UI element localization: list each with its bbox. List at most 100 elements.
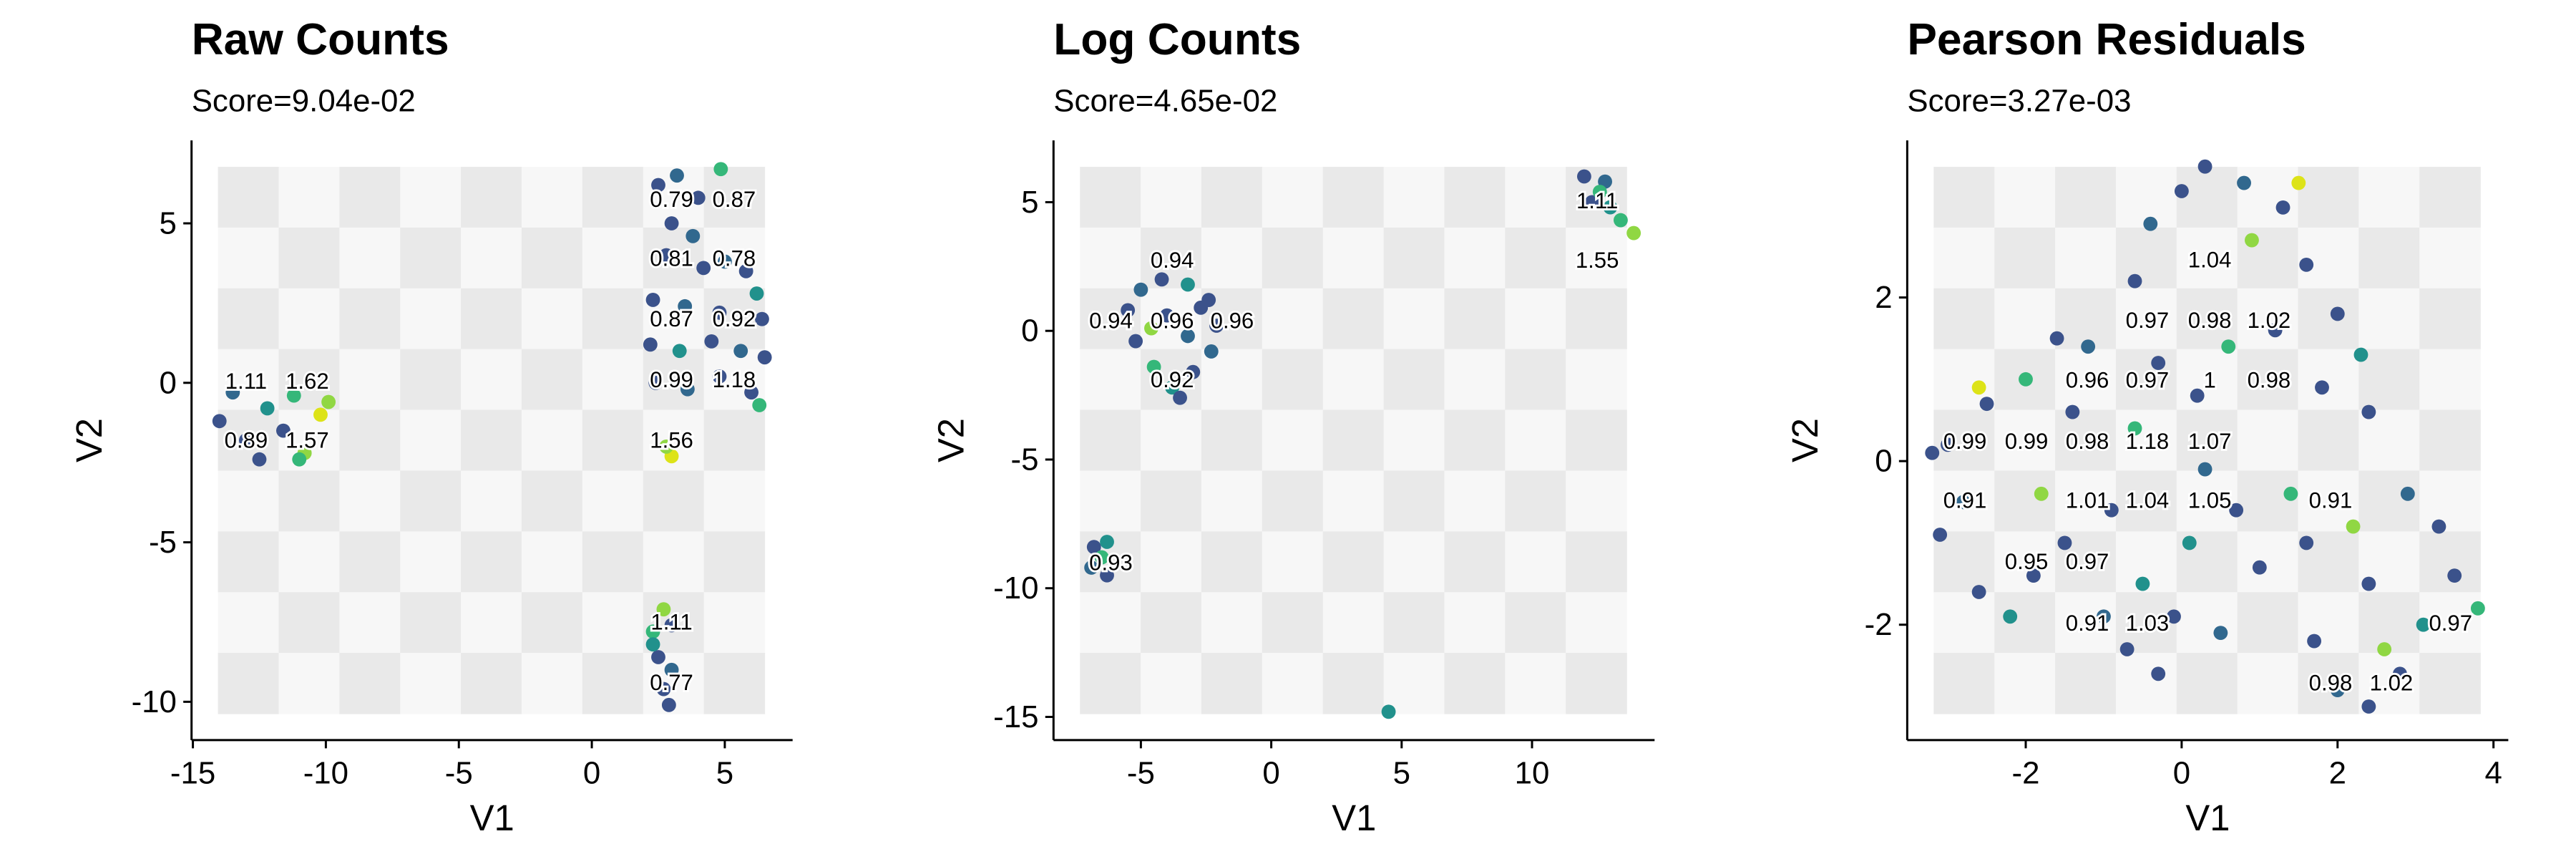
point — [1094, 550, 1109, 565]
cell-annotation: 1.11 — [1576, 188, 1618, 213]
point — [645, 293, 660, 307]
checker-cell — [461, 349, 522, 411]
point — [1181, 329, 1195, 344]
checker-cell — [2298, 409, 2360, 472]
checker-cell — [1994, 592, 2056, 654]
point — [2197, 159, 2212, 174]
point — [2307, 634, 2322, 649]
checker-cell — [1994, 653, 2056, 714]
cell-annotation: 1.02 — [2248, 308, 2291, 333]
checker-cell — [1080, 592, 1141, 654]
x-tick-label: 10 — [1515, 756, 1550, 791]
checker-cell — [339, 167, 401, 228]
y-axis-title: V2 — [69, 418, 109, 462]
checker-cell — [1201, 592, 1263, 654]
x-tick-label: 0 — [2173, 756, 2190, 791]
point — [672, 344, 687, 359]
checker-cell — [2055, 409, 2117, 472]
checker-cell — [2237, 349, 2299, 411]
x-axis-title: V1 — [2185, 797, 2230, 838]
cell-annotation: 0.87 — [650, 306, 693, 331]
checker-cell — [2237, 653, 2299, 714]
y-tick-label: 5 — [1021, 185, 1038, 220]
checker-cell — [218, 592, 280, 654]
x-tick-label: 5 — [1393, 756, 1410, 791]
checker-cell — [1383, 349, 1445, 411]
checker-cell — [2419, 227, 2481, 289]
checker-cell — [1262, 288, 1324, 350]
point — [2330, 683, 2345, 698]
point — [749, 286, 764, 301]
checker-cell — [1383, 409, 1445, 472]
checker-cell — [703, 409, 766, 472]
checker-cell — [218, 653, 280, 714]
point — [2019, 372, 2033, 387]
checker-cell — [1201, 409, 1263, 472]
checker-cell — [278, 167, 341, 228]
checker-cell — [582, 592, 644, 654]
point — [1133, 282, 1148, 297]
checker-cell — [339, 227, 401, 289]
checker-cell — [400, 409, 462, 472]
checker-cell — [400, 167, 462, 228]
checker-cell — [1201, 531, 1263, 593]
cell-annotation: 1.03 — [2126, 611, 2170, 636]
checker-cell — [703, 227, 766, 289]
checker-cell — [521, 470, 583, 532]
panel-title: Raw Counts — [192, 15, 449, 64]
checker-cell — [278, 227, 341, 289]
checker-cell — [2419, 531, 2481, 593]
x-tick-label: -10 — [303, 756, 348, 791]
checker-cell — [2419, 167, 2481, 228]
checker-cell — [2237, 592, 2299, 654]
cell-annotation: 0.92 — [1151, 367, 1194, 392]
x-tick-label: 5 — [716, 756, 733, 791]
cell-annotation: 0.81 — [650, 246, 693, 271]
checker-cell — [2419, 349, 2481, 411]
y-tick-label: -10 — [132, 684, 177, 719]
point — [2431, 519, 2446, 534]
point — [2416, 617, 2431, 632]
point — [1925, 445, 1940, 460]
point — [2182, 535, 2197, 550]
checker-cell — [1505, 227, 1566, 289]
checker-cell — [2237, 167, 2299, 228]
point — [744, 385, 759, 400]
checker-cell — [1262, 167, 1324, 228]
checker-cell — [1505, 592, 1566, 654]
checker-cell — [1505, 409, 1566, 472]
point — [738, 263, 753, 278]
checker-cell — [1322, 409, 1385, 472]
checker-cell — [1933, 167, 1995, 228]
checker-cell — [1141, 167, 1202, 228]
point — [1381, 704, 1396, 719]
checker-cell — [1080, 349, 1141, 411]
x-tick-label: -5 — [445, 756, 473, 791]
point — [313, 407, 328, 422]
point — [1144, 321, 1158, 336]
point — [2299, 257, 2314, 272]
point — [1173, 390, 1187, 405]
cell-annotation: 0.79 — [650, 187, 693, 212]
cell-annotation: 0.92 — [713, 306, 756, 331]
checker-cell — [218, 349, 280, 411]
checker-cell — [461, 653, 522, 714]
point — [1971, 380, 1986, 395]
cell-annotation: 0.96 — [2066, 368, 2109, 393]
point — [2291, 175, 2306, 190]
checker-cell — [2115, 349, 2177, 411]
point — [2190, 388, 2205, 403]
panel-subtitle: Score=4.65e-02 — [1053, 83, 1277, 118]
checker-cell — [461, 288, 522, 350]
checker-cell — [278, 409, 341, 472]
checker-cell — [278, 470, 341, 532]
point — [1121, 303, 1136, 318]
point — [1128, 334, 1143, 349]
checker-cell — [1566, 288, 1627, 350]
checker-cell — [1262, 470, 1324, 532]
point — [664, 618, 679, 633]
cell-annotation: 0.96 — [1151, 308, 1194, 333]
point — [2104, 503, 2119, 518]
checker-cell — [1383, 531, 1445, 593]
cell-annotation: 0.98 — [2188, 308, 2232, 333]
